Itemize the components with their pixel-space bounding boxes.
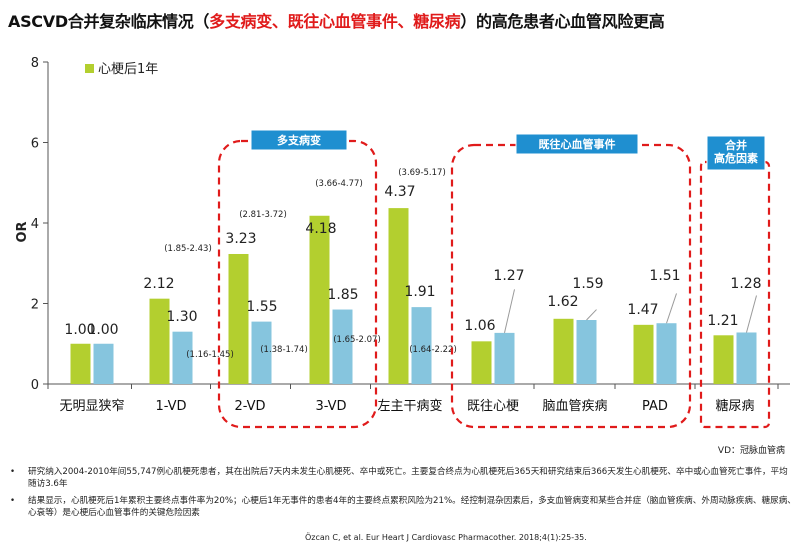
bar — [93, 343, 114, 384]
y-tick-label: 4 — [31, 217, 39, 232]
bar — [713, 335, 734, 384]
citation: Özcan C, et al. Eur Heart J Cardiovasc P… — [305, 533, 587, 542]
category-label: 3-VD — [315, 399, 346, 414]
group-box — [217, 139, 378, 429]
bar — [576, 320, 597, 384]
note-text: 研究纳入2004-2010年间55,747例心肌梗死患者，其在出院后7天内未发生… — [28, 467, 788, 489]
ci-label: (3.66-4.77) — [315, 179, 363, 189]
data-label: 3.23 — [225, 231, 256, 247]
group-box — [450, 143, 692, 429]
group-badge — [706, 135, 766, 171]
group-badge — [515, 133, 639, 155]
data-label: 1.85 — [327, 287, 358, 303]
ci-label: (1.65-2.07) — [333, 335, 381, 345]
data-label: 1.59 — [572, 276, 603, 292]
bar — [388, 208, 409, 384]
bar — [309, 215, 330, 384]
ci-label: (1.38-1.74) — [260, 345, 308, 355]
vd-footnote: VD：冠脉血管病 — [717, 446, 785, 456]
value-leader-line — [746, 295, 757, 333]
y-tick-label: 8 — [31, 56, 39, 71]
data-label: 1.91 — [404, 284, 435, 300]
ci-label: (1.85-2.43) — [164, 244, 212, 254]
bar — [633, 324, 654, 384]
study-note: • 研究纳入2004-2010年间55,747例心肌梗死患者，其在出院后7天内未… — [10, 466, 796, 490]
bar — [332, 309, 353, 384]
data-label: 1.28 — [730, 276, 761, 292]
bar — [70, 343, 91, 384]
category-label: 无明显狭窄 — [59, 398, 124, 414]
group-label: 既往心血管事件 — [539, 137, 616, 151]
category-label: 既往心梗 — [467, 399, 519, 414]
data-label: 1.06 — [464, 318, 495, 334]
value-leader-line — [504, 289, 515, 333]
ci-label: (3.69-5.17) — [398, 168, 446, 178]
group-badge — [250, 129, 348, 151]
data-label: 1.51 — [649, 268, 680, 284]
category-label: 左主干病变 — [377, 398, 442, 414]
category-label: 2-VD — [234, 399, 265, 414]
value-leader-line — [586, 309, 597, 321]
bar — [494, 332, 515, 384]
data-label: 1.47 — [627, 302, 658, 318]
data-label: 4.18 — [305, 221, 336, 237]
title-highlight: 多支病变、既往心血管事件、糖尿病 — [209, 12, 461, 31]
bar — [251, 321, 272, 384]
data-label: 1.55 — [246, 299, 277, 315]
ci-label: (2.81-3.72) — [239, 210, 287, 220]
y-axis-label: OR — [15, 221, 30, 242]
group-label: 多支病变 — [277, 133, 321, 147]
data-label: 1.21 — [707, 313, 738, 329]
category-label: 脑血管疾病 — [542, 399, 607, 414]
group-label: 合并 — [725, 138, 747, 152]
legend-label: 心梗后1年 — [98, 62, 158, 77]
note-bullet: • — [10, 496, 16, 506]
bar — [149, 298, 170, 384]
bar — [471, 341, 492, 384]
ci-label: (1.64-2.22) — [409, 345, 457, 355]
study-notes: • 研究纳入2004-2010年间55,747例心肌梗死患者，其在出院后7天内未… — [10, 466, 796, 524]
value-leader-line — [666, 293, 677, 324]
category-label: 1-VD — [155, 399, 186, 414]
bar — [736, 332, 757, 384]
legend-swatch — [85, 64, 94, 73]
bar-chart: 0 2 4 6 8 OR 心梗后1年 1.001.00 2.12 1.30 3.23 1.55 4.18… — [15, 56, 790, 429]
bar — [553, 318, 574, 384]
study-note: • 结果显示，心肌梗死后1年累积主要终点事件率为20%；心梗后1年无事件的患者4… — [10, 495, 796, 519]
data-label: 1.30 — [166, 309, 197, 325]
data-label: 1.00 — [64, 322, 95, 338]
note-bullet: • — [10, 467, 16, 477]
ci-label: (1.16-1.45) — [186, 350, 234, 360]
data-label: 2.12 — [143, 276, 174, 292]
category-label: 糖尿病 — [715, 398, 754, 414]
bar — [411, 307, 432, 384]
data-label: 4.37 — [384, 184, 415, 200]
y-tick-label: 2 — [31, 298, 39, 313]
chart-title: ASCVD合并复杂临床情况（多支病变、既往心血管事件、糖尿病）的高危患者心血管风… — [8, 8, 803, 32]
y-tick-label: 0 — [31, 378, 39, 393]
data-label: 1.62 — [547, 294, 578, 310]
title-part2: ）的高危患者心血管风险更高 — [460, 12, 665, 31]
bar — [656, 323, 677, 384]
data-label: 1.27 — [493, 268, 524, 284]
bar — [228, 253, 249, 384]
title-part1: ASCVD合并复杂临床情况（ — [8, 12, 210, 31]
y-tick-label: 6 — [31, 137, 39, 152]
bar — [172, 331, 193, 384]
data-label: 1.00 — [87, 322, 118, 338]
group-box — [699, 160, 771, 429]
note-text: 结果显示，心肌梗死后1年累积主要终点事件率为20%；心梗后1年无事件的患者4年的… — [28, 496, 796, 518]
group-label: 高危因素 — [714, 151, 758, 165]
category-label: PAD — [642, 399, 668, 414]
